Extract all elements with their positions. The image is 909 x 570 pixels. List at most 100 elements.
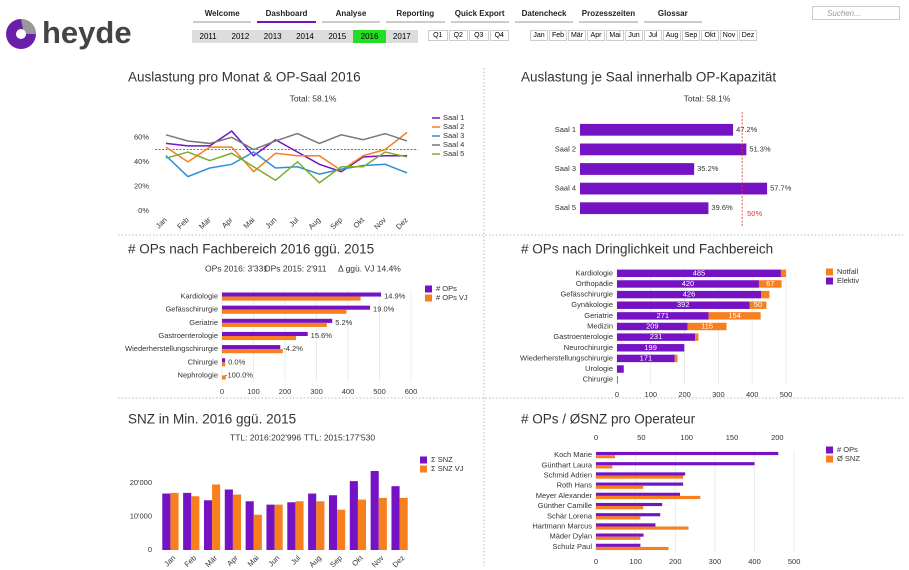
x-tick-label: Jun — [263, 215, 278, 230]
nav-bar: Welcome Dashboard Analyse Reporting Quick Ex… — [190, 9, 705, 23]
bar — [308, 493, 317, 550]
month-button[interactable]: Nov — [720, 30, 738, 41]
x-tick-label: Sep — [328, 215, 344, 231]
x-tick-label: Okt — [350, 553, 365, 568]
chart-subtitle: Δ ggü. VJ 14.4% — [338, 263, 401, 273]
bar-segment — [695, 333, 699, 341]
month-button[interactable]: Jun — [625, 30, 643, 41]
y-tick-label: Saal 1 — [555, 125, 576, 134]
nav-tab[interactable]: Prozesszeiten — [579, 9, 638, 23]
series-line — [165, 130, 408, 173]
year-button[interactable]: 2014 — [288, 30, 322, 43]
value-label: 199 — [644, 343, 657, 352]
month-button[interactable]: Mai — [606, 30, 624, 41]
y-tick-label: Kardiologie — [575, 268, 613, 277]
x-tick-label: 100 — [247, 387, 260, 396]
bar — [183, 492, 192, 550]
bar-segment — [749, 301, 767, 309]
x-tick-label: Jan — [154, 215, 169, 230]
quarter-button[interactable]: Q2 — [448, 30, 468, 41]
y-tick-label: Gastroenterologie — [158, 331, 218, 340]
bar — [580, 202, 709, 215]
year-button[interactable]: 2011 — [192, 30, 225, 43]
month-button[interactable]: Apr — [587, 30, 605, 41]
chart-title: # OPs nach Fachbereich 2016 ggü. 2015 — [128, 242, 374, 257]
legend-label: # OPs — [436, 284, 457, 293]
bar — [253, 514, 262, 550]
nav-tab[interactable]: Datencheck — [514, 9, 574, 23]
bar-segment — [617, 269, 781, 278]
nav-tab[interactable]: Reporting — [386, 9, 445, 23]
month-button[interactable]: Jan — [530, 30, 548, 41]
bar — [224, 489, 233, 550]
y-tick-label: Orthopädie — [576, 279, 613, 288]
bar — [222, 318, 333, 323]
bar — [580, 163, 695, 175]
bar — [596, 485, 644, 489]
month-button[interactable]: Okt — [701, 30, 719, 41]
x-tick-label: Jul — [287, 215, 300, 228]
nav-tab[interactable]: Analyse — [321, 9, 381, 23]
bar-segment — [780, 269, 786, 278]
series-line — [165, 131, 408, 173]
bar — [357, 499, 367, 550]
year-button[interactable]: 2017 — [385, 30, 418, 43]
month-button[interactable]: Jul — [644, 30, 662, 41]
logo-text: heyde — [42, 15, 132, 50]
year-button[interactable]: 2013 — [256, 30, 289, 43]
bar — [212, 484, 221, 550]
bar — [596, 465, 613, 469]
search-box[interactable]: Suchen... — [812, 6, 900, 20]
x-tick-label: 400 — [342, 387, 355, 396]
month-button[interactable]: Feb — [549, 30, 567, 41]
legend-label: Ø SNZ — [837, 454, 860, 463]
y-tick-label: Chirurgie — [583, 375, 613, 384]
chart-subtitle: Total: 58.1% — [684, 93, 731, 103]
delta-label: 19.0% — [373, 305, 395, 314]
year-button[interactable]: 2012 — [224, 30, 257, 43]
month-button[interactable]: Aug — [663, 30, 681, 41]
y-tick-label: Gastroenterologie — [553, 332, 613, 341]
nav-tab[interactable]: Glossar — [643, 9, 702, 23]
bar — [222, 349, 283, 354]
x-tick-label: Jul — [289, 553, 302, 566]
x-tick-label: Mär — [197, 215, 213, 231]
value-label: 35.2% — [697, 164, 719, 173]
bar — [170, 492, 179, 550]
delta-label: 0.0% — [228, 357, 245, 366]
x-tick-label: 600 — [405, 387, 418, 396]
legend-swatch — [420, 465, 427, 473]
bar-segment — [617, 365, 624, 373]
y-tick-label: Chirurgie — [188, 357, 218, 366]
legend-label: # OPs — [837, 445, 858, 454]
year-button[interactable]: 2015 — [321, 30, 354, 43]
x-tick-label: Aug — [306, 215, 322, 231]
quarter-button[interactable]: Q4 — [489, 30, 509, 41]
quarter-button[interactable]: Q1 — [428, 30, 448, 41]
value-label: 67 — [766, 279, 774, 288]
x-tick-label: Jun — [266, 553, 281, 568]
value-label: 57.7% — [770, 184, 792, 193]
bar-segment — [617, 375, 618, 384]
x-tick-label: Jan — [162, 553, 177, 568]
chart-title: Auslastung je Saal innerhalb OP-Kapazitä… — [521, 70, 776, 85]
chart-title: # OPs / ØSNZ pro Operateur — [521, 412, 696, 427]
bar — [378, 497, 387, 550]
quarter-button[interactable]: Q3 — [469, 30, 489, 41]
month-button[interactable]: Sep — [682, 30, 700, 41]
nav-tab[interactable]: Dashboard — [257, 9, 316, 23]
x-tick-label: 300 — [712, 390, 725, 399]
year-button[interactable]: 2016 — [353, 30, 386, 43]
month-button[interactable]: Dez — [739, 30, 757, 41]
nav-tab[interactable]: Welcome — [193, 9, 252, 23]
bar — [596, 516, 641, 520]
y-tick-label: Saal 4 — [555, 184, 576, 193]
y-tick-label: Schmid Adrien — [544, 470, 592, 479]
bar — [596, 523, 656, 527]
y-tick-label: Kardiologie — [180, 292, 218, 301]
y-tick-label: Wiederherstellungschirurgie — [125, 344, 218, 353]
nav-tab[interactable]: Quick Export — [450, 9, 509, 23]
month-button[interactable]: Mär — [568, 30, 586, 41]
bar — [596, 492, 681, 496]
bar — [596, 451, 779, 456]
